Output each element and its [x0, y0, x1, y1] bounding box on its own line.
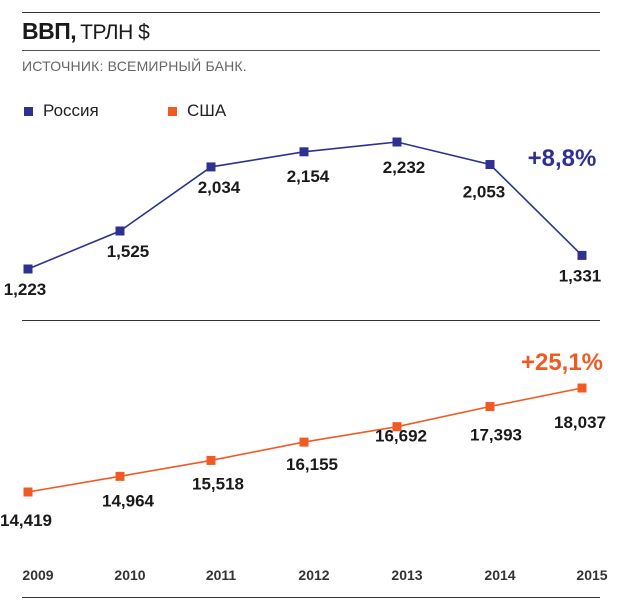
point-usa-2013: [392, 422, 402, 432]
top-rule: [22, 12, 600, 13]
x-tick-label-2015: 2015: [576, 567, 607, 583]
point-russia-2013: [392, 137, 402, 147]
data-label-usa-2010: 14,964: [102, 491, 155, 510]
point-usa-2009: [23, 487, 33, 497]
legend-swatch-russia: [24, 106, 33, 116]
x-tick-label-2013: 2013: [391, 567, 422, 583]
legend-label-russia: Россия: [43, 101, 99, 120]
data-label-russia-2011: 2,034: [198, 178, 241, 197]
point-russia-2009: [23, 264, 33, 274]
legend-item-russia: Россия: [24, 101, 99, 121]
point-usa-2010: [115, 471, 125, 481]
data-label-usa-2009: 14,419: [0, 511, 52, 530]
data-label-russia-2015: 1,331: [559, 266, 602, 285]
legend-swatch-usa: [168, 106, 177, 116]
point-russia-2015: [577, 250, 587, 260]
legend-item-usa: США: [168, 101, 226, 121]
data-label-usa-2015: 18,037: [554, 413, 606, 432]
data-label-usa-2012: 16,155: [286, 455, 338, 474]
change-label-russia: +8,8%: [528, 145, 597, 172]
change-label-usa: +25,1%: [521, 349, 603, 376]
x-tick-label-2010: 2010: [114, 567, 145, 583]
point-russia-2010: [115, 226, 125, 236]
data-label-russia-2009: 1,223: [4, 280, 47, 299]
x-tick-label-2012: 2012: [298, 567, 329, 583]
x-tick-label-2014: 2014: [484, 567, 515, 583]
panel-divider: [22, 320, 600, 321]
point-usa-2011: [206, 455, 216, 465]
point-usa-2014: [485, 402, 495, 412]
data-label-russia-2012: 2,154: [287, 167, 330, 186]
point-russia-2011: [206, 162, 216, 172]
point-usa-2012: [299, 437, 309, 447]
bottom-rule: [22, 597, 600, 598]
x-tick-label-2011: 2011: [206, 567, 237, 583]
point-russia-2012: [299, 147, 309, 157]
chart-title: ВВП, ТРЛН $: [22, 18, 150, 44]
data-label-usa-2013: 16,692: [375, 427, 427, 446]
point-usa-2015: [577, 383, 587, 393]
title-rule: [22, 50, 600, 51]
chart-unit: ТРЛН $: [80, 21, 150, 44]
data-label-russia-2010: 1,525: [107, 242, 150, 261]
data-label-usa-2011: 15,518: [192, 474, 244, 493]
data-label-russia-2013: 2,232: [383, 158, 426, 177]
data-label-usa-2014: 17,393: [470, 426, 522, 445]
x-tick-label-2009: 2009: [22, 567, 53, 583]
legend-label-usa: США: [187, 101, 227, 120]
data-label-russia-2014: 2,053: [463, 183, 506, 202]
chart-source: ИСТОЧНИК: ВСЕМИРНЫЙ БАНК.: [22, 58, 247, 74]
point-russia-2014: [485, 160, 495, 170]
